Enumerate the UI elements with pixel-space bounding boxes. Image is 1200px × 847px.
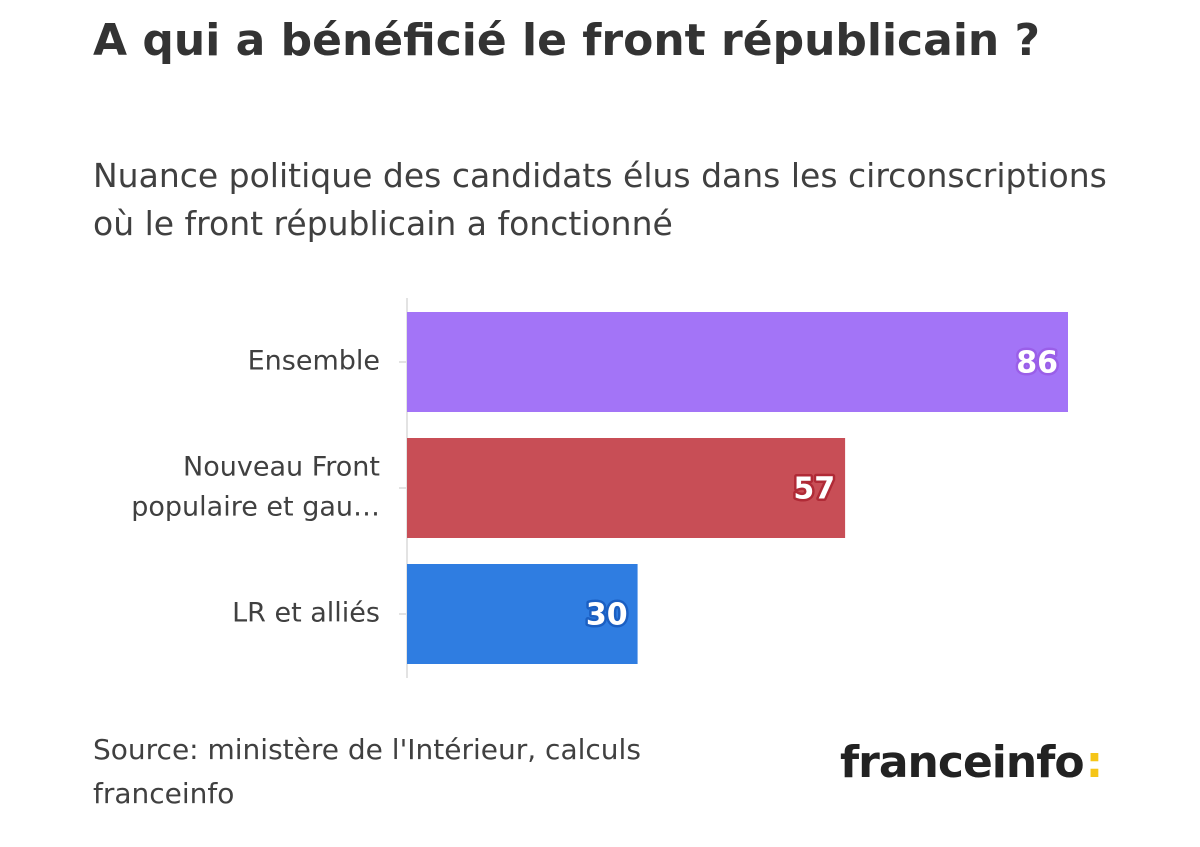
bar bbox=[407, 312, 1068, 412]
data-label: 86 bbox=[1016, 346, 1058, 381]
category-label: LR et alliés bbox=[232, 598, 380, 629]
category-label-line: Nouveau Front bbox=[183, 452, 380, 483]
bar-chart: Ensemble 86 Nouveau Front populaire et gau…… bbox=[131, 298, 1068, 678]
bar bbox=[407, 438, 846, 538]
category-label-line: Ensemble bbox=[248, 346, 380, 377]
category-label: Nouveau Front populaire et gau… bbox=[131, 452, 380, 523]
franceinfo-logo: franceinfo: bbox=[840, 737, 1104, 788]
category-label-line: LR et alliés bbox=[232, 598, 380, 629]
logo-colon: : bbox=[1085, 737, 1104, 788]
chart-title: A qui a bénéficié le front républicain ? bbox=[93, 15, 1041, 66]
chart-subtitle: Nuance politique des candidats élus dans… bbox=[93, 156, 1107, 243]
logo-text: franceinfo bbox=[840, 737, 1085, 788]
data-label: 57 bbox=[793, 472, 835, 507]
bar bbox=[407, 564, 638, 664]
category-label-line: populaire et gau… bbox=[131, 492, 380, 523]
data-label: 30 bbox=[586, 598, 628, 633]
source-note: Source: ministère de l'Intérieur, calcul… bbox=[93, 733, 641, 810]
category-label: Ensemble bbox=[248, 346, 380, 377]
